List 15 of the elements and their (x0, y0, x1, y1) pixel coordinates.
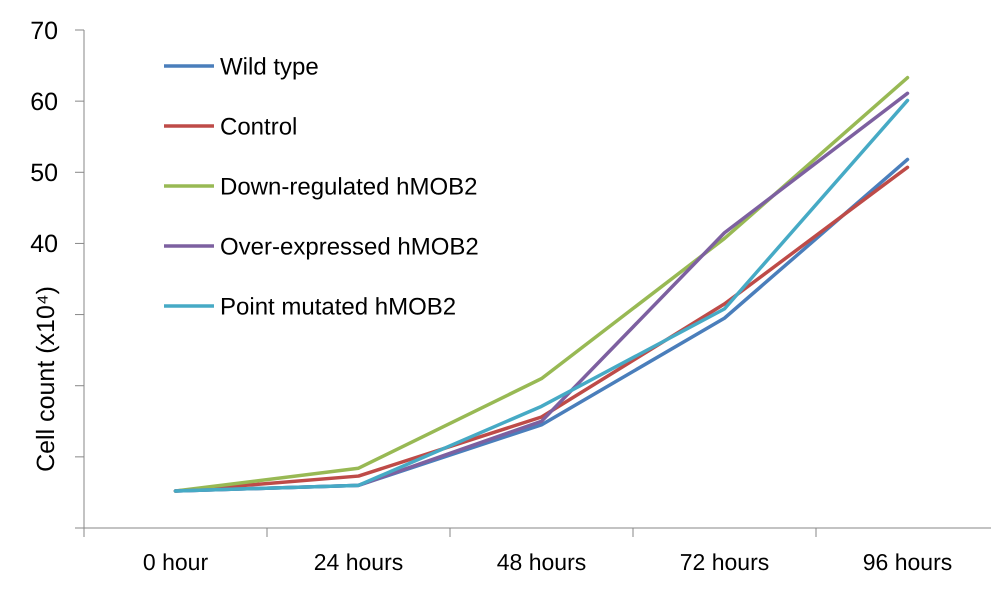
y-tick-label: 50 (30, 159, 58, 188)
legend-label: Point mutated hMOB2 (220, 293, 456, 320)
y-tick-label: 40 (30, 230, 58, 258)
x-tick-label: 0 hour (142, 549, 208, 575)
x-tick-label: 48 hours (496, 549, 586, 575)
x-tick-label: 24 hours (314, 549, 404, 575)
y-tick-label: 60 (30, 88, 58, 116)
legend-label: Down-regulated hMOB2 (220, 173, 478, 200)
legend-label: Wild type (220, 53, 319, 80)
legend-label: Over-expressed hMOB2 (220, 233, 479, 260)
y-tick-label: 70 (30, 16, 58, 45)
y-axis-title: Cell count (x10⁴) (32, 286, 60, 472)
legend-label: Control (220, 113, 298, 140)
x-tick-label: 72 hours (680, 549, 770, 575)
x-tick-label: 96 hours (862, 549, 952, 575)
